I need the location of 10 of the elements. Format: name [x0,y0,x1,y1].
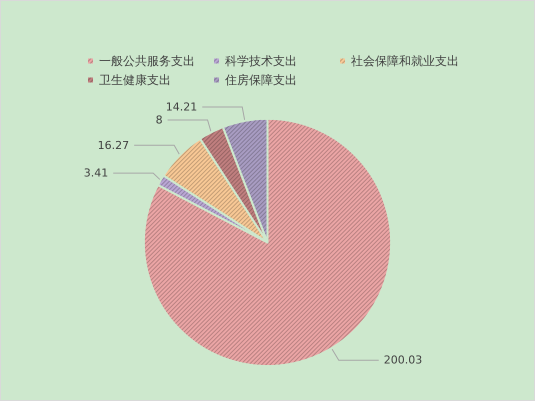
legend-label: 一般公共服务支出 [99,54,195,68]
data-label: 14.21 [166,100,198,114]
legend-label: 住房保障支出 [224,73,297,87]
legend-label: 科学技术支出 [225,54,297,68]
data-label: 16.27 [98,138,130,152]
legend-label: 卫生健康支出 [99,73,171,87]
data-label: 8 [156,114,163,127]
data-label: 200.03 [384,354,422,367]
legend-label: 社会保障和就业支出 [351,54,459,68]
data-label: 3.41 [84,166,108,180]
